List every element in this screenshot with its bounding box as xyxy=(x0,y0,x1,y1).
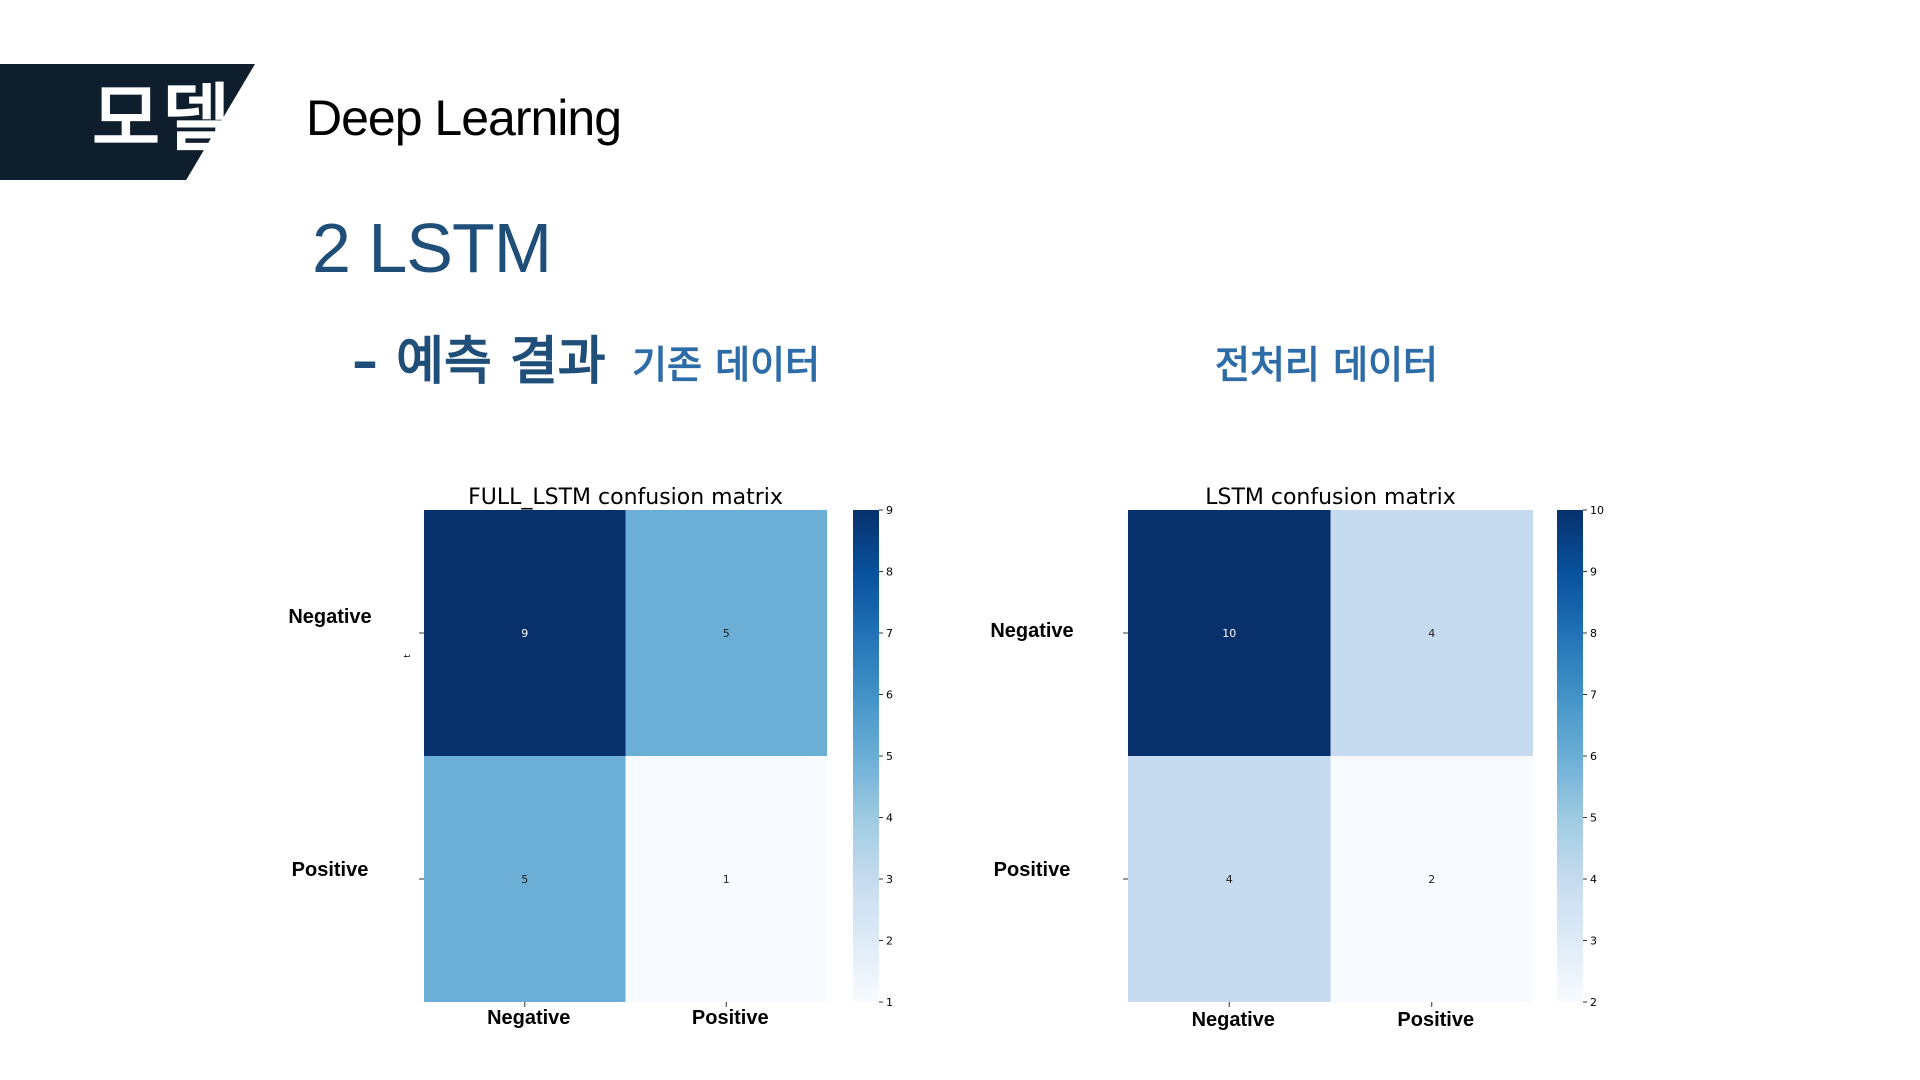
cm1-colorbar-tick-label: 7 xyxy=(886,627,893,640)
cm2-colorbar-tick-label: 2 xyxy=(1590,996,1597,1009)
cm1-colorbar-tick-label: 1 xyxy=(886,996,893,1009)
cm2-colorbar-tick-label: 4 xyxy=(1590,873,1597,886)
cm1-colorbar-tick-label: 8 xyxy=(886,566,893,579)
cm2-colorbar-tick-label: 8 xyxy=(1590,627,1597,640)
cm1-ytick-label: Positive xyxy=(292,859,369,881)
cm2-colorbar-tick-label: 10 xyxy=(1590,504,1604,517)
cm2-xtick-label: Negative xyxy=(1192,1009,1275,1031)
cm1-ytick-label: Negative xyxy=(288,606,371,628)
cm2-title: LSTM confusion matrix xyxy=(1205,485,1456,510)
cm2-colorbar xyxy=(1557,510,1583,1002)
cm2-cell-1-1 xyxy=(1330,756,1533,1002)
label-original-data: 기존 데이터 xyxy=(632,343,821,387)
cm2-cell-value: 2 xyxy=(1428,873,1435,886)
page-title: Deep Learning xyxy=(306,90,622,146)
section-subtitle: – 예측 결과 xyxy=(352,332,606,392)
cm2-cell-0-1 xyxy=(1330,510,1533,756)
cm1-xtick-label: Negative xyxy=(487,1007,570,1029)
cm2-cell-0-0 xyxy=(1128,510,1331,756)
cm2-colorbar-tick-label: 7 xyxy=(1590,689,1597,702)
cm2-ytick-label: Negative xyxy=(990,620,1073,642)
cm1-cell-value: 5 xyxy=(723,627,730,640)
cm1-cell-value: 9 xyxy=(521,627,528,640)
cm2-ytick-label: Positive xyxy=(994,859,1071,881)
cm2-cell-1-0 xyxy=(1128,756,1331,1002)
cm1-colorbar xyxy=(853,510,879,1002)
cm1-colorbar-tick-label: 2 xyxy=(886,935,893,948)
cm1-colorbar-tick-label: 6 xyxy=(886,689,893,702)
cm1-colorbar-tick-label: 5 xyxy=(886,750,893,763)
cm1-cell-0-0 xyxy=(424,510,626,756)
cm1-cell-1-1 xyxy=(625,756,827,1002)
label-preprocessed-data: 전처리 데이터 xyxy=(1215,343,1438,387)
cm1-colorbar-tick-label: 3 xyxy=(886,873,893,886)
cm2-colorbar-tick-label: 5 xyxy=(1590,812,1597,825)
cm1-cell-0-1 xyxy=(625,510,827,756)
cm1-cell-value: 5 xyxy=(521,873,528,886)
section-title: 2 LSTM xyxy=(312,209,552,287)
cm2-cell-value: 4 xyxy=(1428,627,1435,640)
cm1-colorbar-tick-label: 4 xyxy=(886,812,893,825)
cm1-cell-value: 1 xyxy=(723,873,730,886)
cm1-colorbar-tick-label: 9 xyxy=(886,504,893,517)
cm1-ylabel: t xyxy=(403,654,413,658)
cm2-cell-value: 4 xyxy=(1226,873,1233,886)
badge-label: 모델 xyxy=(92,76,233,162)
cm2-cell-value: 10 xyxy=(1222,627,1236,640)
cm2-colorbar-tick-label: 9 xyxy=(1590,566,1597,579)
cm2-colorbar-tick-label: 3 xyxy=(1590,935,1597,948)
cm2-xtick-label: Positive xyxy=(1397,1009,1474,1031)
cm1-title: FULL_LSTM confusion matrix xyxy=(468,485,783,510)
cm1-xtick-label: Positive xyxy=(692,1007,769,1029)
cm1-cell-1-0 xyxy=(424,756,626,1002)
cm2-colorbar-tick-label: 6 xyxy=(1590,750,1597,763)
